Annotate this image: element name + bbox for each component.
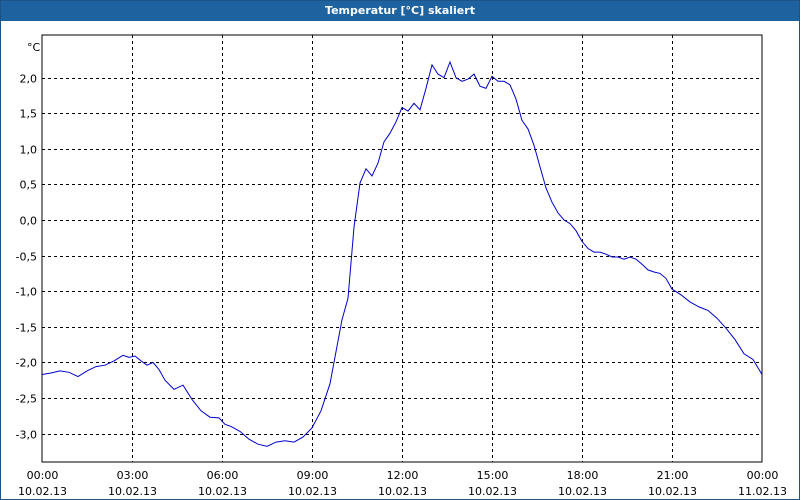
y-tick-label: 0,0 (20, 215, 38, 228)
x-tick-date-label: 10.02.13 (648, 485, 697, 498)
x-tick-time-label: 21:00 (657, 469, 689, 482)
x-tick-time-label: 06:00 (207, 469, 239, 482)
x-tick-time-label: 09:00 (297, 469, 329, 482)
x-axis-tick-labels: 00:00 10.02.13 03:00 10.02.13 06:00 10.02.13 0… (18, 469, 787, 498)
x-tick-time-label: 12:00 (387, 469, 419, 482)
series-layer (41, 60, 763, 447)
x-tick-date-label: 11.02.13 (738, 485, 787, 498)
chart-title: Temperatur [°C] skaliert (1, 1, 799, 21)
y-tick-label: -2,0 (16, 357, 37, 370)
x-tick-time-label: 03:00 (117, 469, 149, 482)
y-tick-label: 0,5 (20, 179, 38, 192)
plot-frame (41, 34, 763, 463)
x-tick-date-label: 10.02.13 (198, 485, 247, 498)
x-tick-date-label: 10.02.13 (288, 485, 337, 498)
y-tick-label: -0,5 (16, 251, 37, 264)
x-tick-date-label: 10.02.13 (558, 485, 607, 498)
x-tick-date-label: 10.02.13 (18, 485, 67, 498)
x-tick-date-label: 10.02.13 (378, 485, 427, 498)
temperature-chart: 2,01,51,00,50,0-0,5-1,0-1,5-2,0-2,5-3,0 … (16, 34, 787, 498)
x-tick-time-label: 00:00 (747, 469, 779, 482)
y-tick-label: -3,0 (16, 429, 37, 442)
x-tick-time-label: 18:00 (567, 469, 599, 482)
y-axis-unit-label: °C (27, 41, 41, 54)
y-tick-label: -2,5 (16, 393, 37, 406)
gridlines (42, 35, 762, 462)
temperature-series-line (41, 60, 763, 447)
y-tick-label: 2,0 (20, 73, 38, 86)
x-tick-time-label: 15:00 (477, 469, 509, 482)
y-tick-label: 1,5 (20, 108, 38, 121)
y-tick-label: -1,5 (16, 322, 37, 335)
y-axis-tick-labels: 2,0 1,5 1,0 0,5 0,0 -0,5 -1,0 -1,5 -2,0 -2,5 -3,0 (16, 73, 37, 442)
y-tick-label: 1,0 (20, 144, 38, 157)
x-tick-time-label: 00:00 (27, 469, 59, 482)
x-tick-date-label: 10.02.13 (108, 485, 157, 498)
x-tick-date-label: 10.02.13 (468, 485, 517, 498)
y-tick-label: -1,0 (16, 286, 37, 299)
